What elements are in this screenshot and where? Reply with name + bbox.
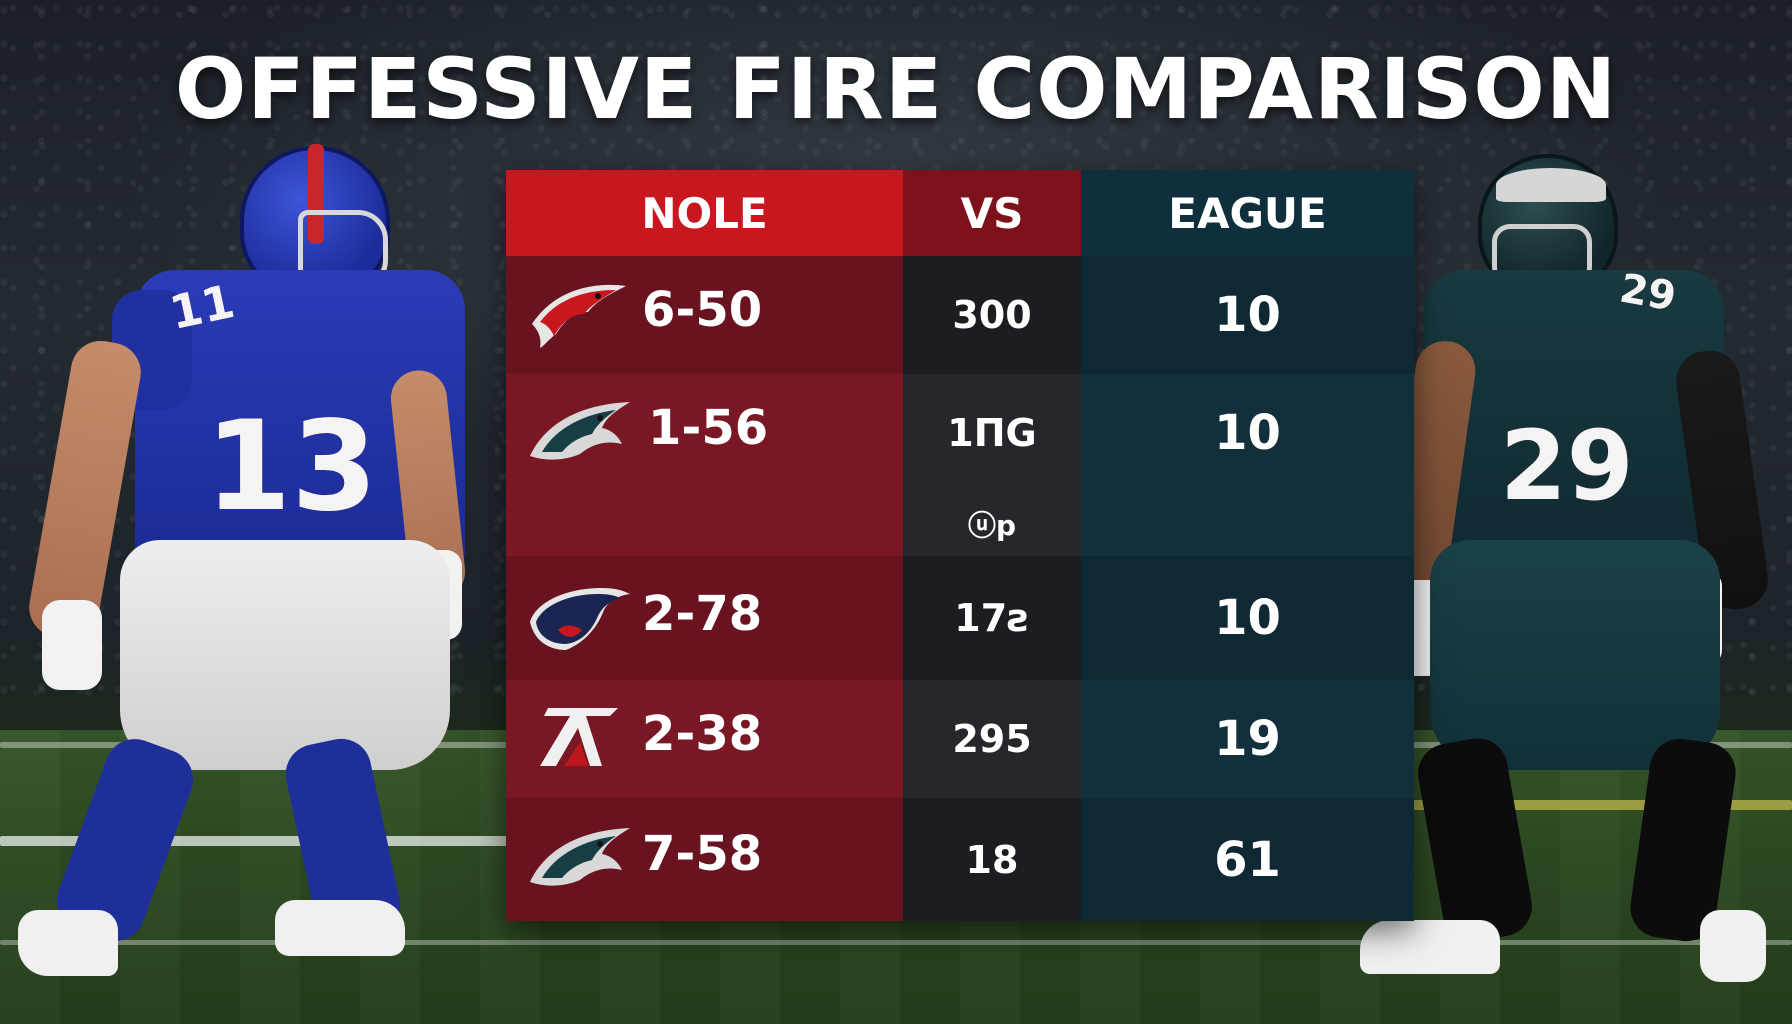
yard-line: [1400, 800, 1792, 810]
left-player: 13 11: [18, 140, 500, 1000]
left-player-cleat: [275, 900, 405, 956]
yard-line: [0, 836, 520, 846]
table-row: 2-38 295 19: [506, 680, 1414, 798]
row-mid-cell: 1ΠG: [903, 374, 1081, 492]
row-mid-value: 295: [952, 717, 1032, 761]
page-title: OFFESSIVE FIRE COMPARISON: [174, 40, 1618, 138]
right-player: 29 29: [1360, 150, 1780, 1000]
row-mid-cell: 18: [903, 798, 1081, 921]
table-row: 6-50 300 10: [506, 256, 1414, 374]
row-mid-value: 17ƨ: [954, 596, 1030, 640]
right-player-cleat: [1360, 920, 1500, 974]
left-jersey-number: 13: [205, 395, 378, 539]
left-player-pants: [120, 540, 450, 770]
row-mid-value: ⓤp: [967, 509, 1017, 542]
row-right-cell: [1081, 492, 1414, 556]
row-record: 1-56: [648, 400, 769, 456]
table-row: ⓤp: [506, 492, 1414, 556]
header-vs: VS: [903, 170, 1081, 256]
row-mid-cell: 300: [903, 256, 1081, 374]
row-left-cell: 7-58: [506, 798, 903, 921]
eagle-logo-icon: [530, 402, 630, 460]
row-left-cell: 6-50: [506, 256, 903, 374]
row-record: 2-38: [642, 706, 763, 762]
yard-line: [0, 940, 1792, 945]
row-record: 7-58: [642, 826, 763, 882]
row-record: 2-78: [642, 586, 763, 642]
right-player-jersey: [1424, 270, 1724, 560]
falcon-logo-icon: [532, 284, 626, 348]
helmet-wing: [1496, 168, 1606, 202]
row-right-value: 10: [1214, 405, 1281, 461]
right-jersey-number: 29: [1500, 410, 1634, 522]
row-right-cell: 19: [1081, 680, 1414, 798]
right-shoulder-number: 29: [1616, 265, 1680, 321]
table-row: 2-78 17ƨ 10: [506, 556, 1414, 680]
row-left-cell: 2-38: [506, 680, 903, 798]
row-right-value: 61: [1214, 831, 1281, 888]
row-mid-value: 1ΠG: [947, 411, 1037, 455]
right-player-pants: [1430, 540, 1720, 770]
row-mid-cell: ⓤp: [903, 492, 1081, 556]
table-row: 1-56 1ΠG 10: [506, 374, 1414, 492]
row-left-cell: [506, 492, 903, 556]
row-left-cell: 1-56: [506, 374, 903, 492]
row-right-cell: 10: [1081, 374, 1414, 492]
row-right-cell: 61: [1081, 798, 1414, 921]
eagle-logo-icon: [530, 828, 630, 886]
patriot-logo-icon: [530, 588, 630, 650]
row-left-cell: 2-78: [506, 556, 903, 680]
header-right: EAGUE: [1081, 170, 1414, 256]
row-mid-cell: 17ƨ: [903, 556, 1081, 680]
row-mid-value: 18: [965, 837, 1019, 882]
row-right-cell: 10: [1081, 256, 1414, 374]
header-left: NOLE: [506, 170, 903, 256]
comparison-table: NOLE VS EAGUE 6-50 300 10 1-56: [506, 170, 1414, 921]
row-record: 6-50: [642, 282, 763, 338]
row-right-value: 10: [1214, 590, 1281, 646]
right-player-cleat: [1700, 910, 1766, 982]
row-right-value: 10: [1214, 287, 1281, 343]
k-logo-icon: [540, 708, 618, 766]
row-right-value: 19: [1214, 711, 1281, 767]
left-player-cleat: [18, 910, 118, 976]
row-mid-value: 300: [952, 293, 1032, 337]
table-row: 7-58 18 61: [506, 798, 1414, 921]
row-right-cell: 10: [1081, 556, 1414, 680]
left-player-glove: [42, 600, 102, 690]
row-mid-cell: 295: [903, 680, 1081, 798]
